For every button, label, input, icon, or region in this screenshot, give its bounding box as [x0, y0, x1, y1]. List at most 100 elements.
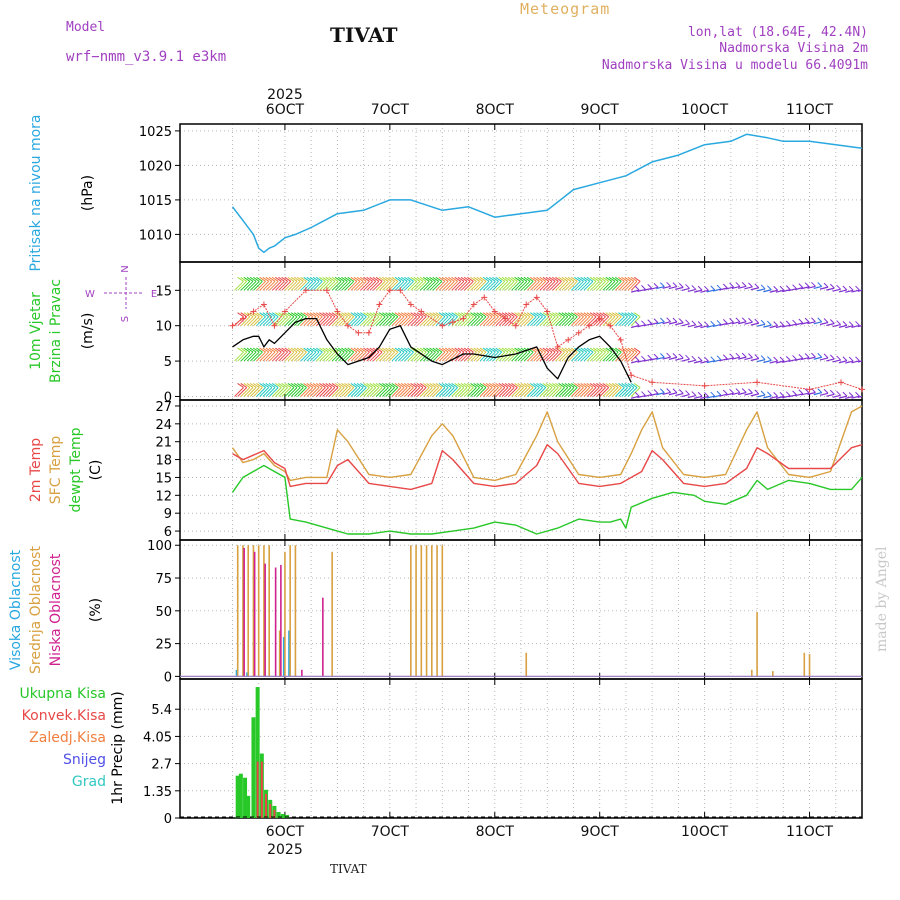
wind-barb-flag: [407, 383, 414, 388]
wind-barb-flag: [545, 276, 553, 282]
wind-barb: [558, 316, 569, 327]
wind-barb: [574, 387, 584, 397]
wind-barb-flag: [259, 383, 266, 388]
wind-barb: [530, 316, 540, 327]
wind-barb: [857, 360, 862, 363]
wind-barb: [253, 387, 263, 397]
wind-barb: [287, 387, 298, 397]
wind-barb-flag: [583, 347, 591, 353]
wind-barb: [322, 316, 333, 327]
wind-barb-flag: [243, 312, 251, 318]
wind-barb: [548, 280, 559, 291]
wind-barb: [410, 316, 421, 327]
wind-barb: [731, 391, 741, 396]
wind-barb-flag: [754, 389, 760, 395]
footer-station: TIVAT: [330, 862, 367, 876]
wind-barb: [448, 351, 458, 362]
wind-barb-flag: [574, 347, 581, 353]
wind-barb: [259, 387, 270, 397]
wind-barb-flag: [268, 276, 276, 282]
wind-barb-flag: [363, 276, 370, 282]
wind-barb: [470, 280, 480, 291]
wind-barb-flag: [608, 312, 616, 318]
wind-barb: [523, 387, 534, 397]
wind-barb-flag: [722, 389, 728, 395]
wind-barb: [813, 285, 822, 290]
wind-barb: [599, 351, 610, 362]
wind-barb: [347, 316, 358, 327]
wind-barb: [687, 359, 696, 363]
wind-barb-flag: [666, 281, 671, 287]
wind-barb-flag: [710, 356, 716, 362]
wind-barb-flag: [722, 354, 728, 360]
precip-bar: [256, 761, 259, 818]
wind-barb: [419, 316, 430, 327]
wind-barb-flag: [685, 284, 690, 289]
precip-bar: [243, 777, 248, 818]
wind-barb-flag: [303, 347, 310, 353]
wind-barb: [278, 280, 288, 291]
wind-barb-flag: [599, 347, 606, 353]
wind-barb-flag: [366, 312, 373, 318]
gust-line: [232, 289, 863, 390]
wind-barb: [618, 280, 628, 291]
wind-barb: [423, 387, 433, 397]
wind-barb-flag: [328, 312, 336, 318]
wind-barb: [611, 280, 622, 291]
wind-barb: [309, 280, 320, 291]
wind-barb-flag: [356, 383, 364, 388]
wind-barb-flag: [240, 347, 247, 353]
wind-barb-flag: [435, 347, 443, 353]
wind-barb: [328, 387, 339, 397]
wind-barb-flag: [507, 347, 515, 353]
lonlat-label: lon,lat (18.64E, 42.4N): [687, 25, 868, 40]
wind-barb-flag: [259, 347, 266, 353]
wind-barb-flag: [350, 383, 358, 388]
wind-barb-flag: [842, 321, 848, 326]
wind-barb-flag: [592, 383, 600, 388]
wind-barb-flag: [653, 389, 659, 394]
wind-barb: [294, 280, 304, 291]
wind-barb-flag: [729, 282, 734, 288]
wind-barb: [356, 316, 367, 327]
wind-barb-flag: [432, 347, 439, 353]
wind-barb: [495, 387, 506, 397]
wind-barb-flag: [599, 383, 606, 388]
wind-barb: [331, 280, 342, 291]
wind-barb-flag: [441, 312, 449, 318]
elevation-label: Nadmorska Visina 2m: [719, 41, 868, 56]
wind-barb-flag: [580, 312, 587, 318]
wind-barb: [794, 357, 803, 361]
wind-barb: [687, 395, 696, 399]
wind-barb-flag: [268, 312, 276, 318]
wind-barb-flag: [798, 354, 804, 359]
wind-barb-flag: [271, 276, 279, 282]
wind-barb: [851, 289, 860, 293]
wind-barb-flag: [378, 276, 386, 282]
wind-barb-flag: [397, 383, 405, 388]
wind-barb-flag: [312, 276, 320, 282]
wind-barb-flag: [710, 285, 716, 291]
wind-barb-flag: [391, 383, 399, 388]
cloud-axis-label-2: Srednja Oblacnost: [28, 546, 44, 674]
wind-barb-flag: [498, 276, 506, 282]
wind-barb-flag: [704, 321, 709, 327]
wind-barb: [530, 387, 540, 397]
wind-barb-flag: [511, 347, 518, 353]
wind-barb: [832, 394, 841, 398]
wind-barb-flag: [482, 383, 490, 388]
wind-barb: [284, 387, 295, 397]
wind-barb: [309, 387, 320, 397]
wind-barb: [611, 387, 622, 397]
wind-barb-flag: [574, 383, 581, 388]
wind-barb-flag: [256, 312, 263, 318]
wind-barb-flag: [435, 383, 443, 388]
wind-barb-flag: [659, 282, 665, 287]
wind-barb-flag: [482, 312, 490, 318]
wind-barb-flag: [268, 347, 276, 353]
wind-barb: [316, 351, 326, 362]
wind-barb: [589, 351, 600, 362]
wind-barb-flag: [341, 312, 348, 318]
wind-barb-flag: [634, 391, 640, 397]
wind-barb-flag: [811, 317, 816, 323]
